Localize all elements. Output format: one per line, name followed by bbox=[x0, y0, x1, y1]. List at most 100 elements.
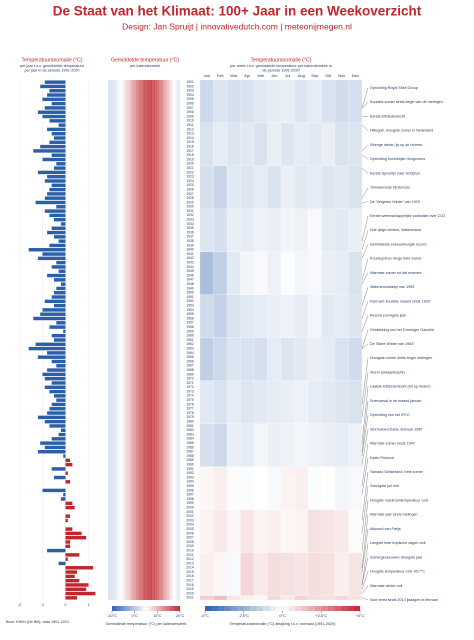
heat-cell bbox=[348, 466, 363, 510]
heat-cell bbox=[253, 380, 268, 424]
heat-column bbox=[138, 80, 140, 600]
title: De Staat van het Klimaat: 100+ Jaar in e… bbox=[53, 4, 422, 19]
year-label: 1921 bbox=[186, 166, 194, 170]
bar bbox=[65, 462, 73, 467]
connector bbox=[361, 557, 369, 585]
heat-cell bbox=[348, 294, 363, 338]
year-label: 1968 bbox=[186, 368, 194, 372]
heat-cell bbox=[267, 165, 282, 210]
heat-column bbox=[148, 80, 150, 600]
heat-cell bbox=[267, 208, 282, 253]
year-label: 1952 bbox=[186, 299, 194, 303]
heat-cell bbox=[240, 208, 255, 253]
year-label: 1991 bbox=[186, 467, 194, 471]
heat-column bbox=[156, 80, 158, 600]
year-label: 1931 bbox=[186, 209, 194, 213]
annotation: Hoogste maximumtemperatuur ooit bbox=[370, 498, 428, 502]
heat-column bbox=[142, 80, 145, 600]
bar bbox=[56, 205, 66, 209]
bar bbox=[40, 84, 66, 89]
year-label: 1915 bbox=[186, 140, 194, 144]
heat-cell bbox=[267, 595, 282, 601]
heat-cell bbox=[321, 79, 336, 124]
heat-cell bbox=[280, 423, 295, 467]
legend-swatch bbox=[353, 606, 361, 611]
heat-cell bbox=[280, 251, 295, 295]
heat-column bbox=[141, 80, 143, 600]
bar bbox=[54, 291, 66, 295]
heat-column bbox=[145, 80, 147, 600]
heat-cell bbox=[280, 380, 295, 424]
heat-cell bbox=[199, 251, 214, 295]
year-label: 1925 bbox=[186, 183, 194, 187]
annotation: Warmste zomer sinds 1947 bbox=[370, 442, 415, 446]
connector bbox=[361, 528, 369, 573]
bar bbox=[49, 243, 66, 248]
year-label: 1908 bbox=[186, 110, 194, 114]
legend-swatch bbox=[129, 606, 132, 611]
year-label: 2015 bbox=[186, 570, 194, 574]
year-label: 2005 bbox=[186, 527, 194, 531]
heat-column bbox=[110, 80, 113, 600]
bar bbox=[65, 540, 71, 544]
annotation: Droogste zomer sinds begin metingen bbox=[370, 356, 432, 360]
bar bbox=[35, 200, 66, 205]
annotation: Tornado Gelderland, hete zomer bbox=[370, 470, 424, 474]
x-tick-label: 0 bbox=[64, 603, 66, 607]
bar bbox=[28, 346, 66, 351]
bar bbox=[65, 591, 96, 596]
bar bbox=[51, 265, 66, 269]
legend-swatch bbox=[134, 606, 138, 611]
heat-cell bbox=[321, 165, 336, 210]
bar bbox=[65, 570, 77, 574]
heat-cell bbox=[226, 595, 241, 601]
bar bbox=[60, 497, 66, 501]
bar bbox=[47, 230, 66, 235]
year-label: 1984 bbox=[186, 437, 194, 441]
heat-cell bbox=[253, 294, 268, 338]
heat-cell bbox=[240, 165, 255, 210]
heat-cell bbox=[348, 79, 363, 124]
legend-swatch bbox=[171, 606, 175, 611]
annotation: Zonnigste juli ooit bbox=[370, 484, 399, 488]
heat-cell bbox=[334, 466, 349, 510]
heat-cell bbox=[199, 509, 214, 553]
legend-swatch bbox=[230, 606, 238, 611]
connector bbox=[361, 87, 369, 108]
bar bbox=[40, 312, 66, 316]
legend-swatch bbox=[321, 606, 328, 611]
bar bbox=[44, 419, 66, 424]
heat-column bbox=[175, 80, 178, 600]
legend-swatch bbox=[114, 606, 118, 611]
heat-cell bbox=[253, 509, 268, 553]
year-label: 1907 bbox=[186, 106, 194, 110]
heat-cell bbox=[348, 509, 363, 553]
annotation: De 'Vergeten Winter' van 1929 bbox=[370, 200, 420, 204]
legend-title: Gemiddelde temperatuur (°C) per kalender… bbox=[106, 622, 187, 626]
connector bbox=[361, 187, 369, 199]
legend-tick-label: 20°C bbox=[176, 614, 185, 618]
heat-cell bbox=[240, 380, 255, 424]
bar bbox=[33, 149, 66, 153]
year-label: 1902 bbox=[186, 84, 194, 88]
year-label: 1909 bbox=[186, 114, 194, 118]
heat-cell bbox=[280, 208, 295, 253]
year-label: 1901 bbox=[186, 80, 194, 84]
heat-cell bbox=[334, 79, 349, 124]
heat-column bbox=[155, 80, 157, 600]
heat-cell bbox=[294, 251, 309, 295]
heat-cell bbox=[253, 165, 268, 210]
year-label: 1928 bbox=[186, 196, 194, 200]
heat-cell bbox=[294, 122, 309, 167]
heat-cell bbox=[213, 423, 228, 467]
heat-column bbox=[127, 80, 129, 600]
year-label: 2018 bbox=[186, 583, 194, 587]
year-label: 2006 bbox=[186, 531, 194, 535]
bar bbox=[54, 278, 66, 282]
heat-cell bbox=[226, 337, 241, 381]
month-label: Jan bbox=[204, 73, 210, 78]
heat-cell bbox=[321, 294, 336, 338]
heat-cell bbox=[334, 509, 349, 553]
bar bbox=[49, 119, 66, 123]
year-label: 1970 bbox=[186, 377, 194, 381]
